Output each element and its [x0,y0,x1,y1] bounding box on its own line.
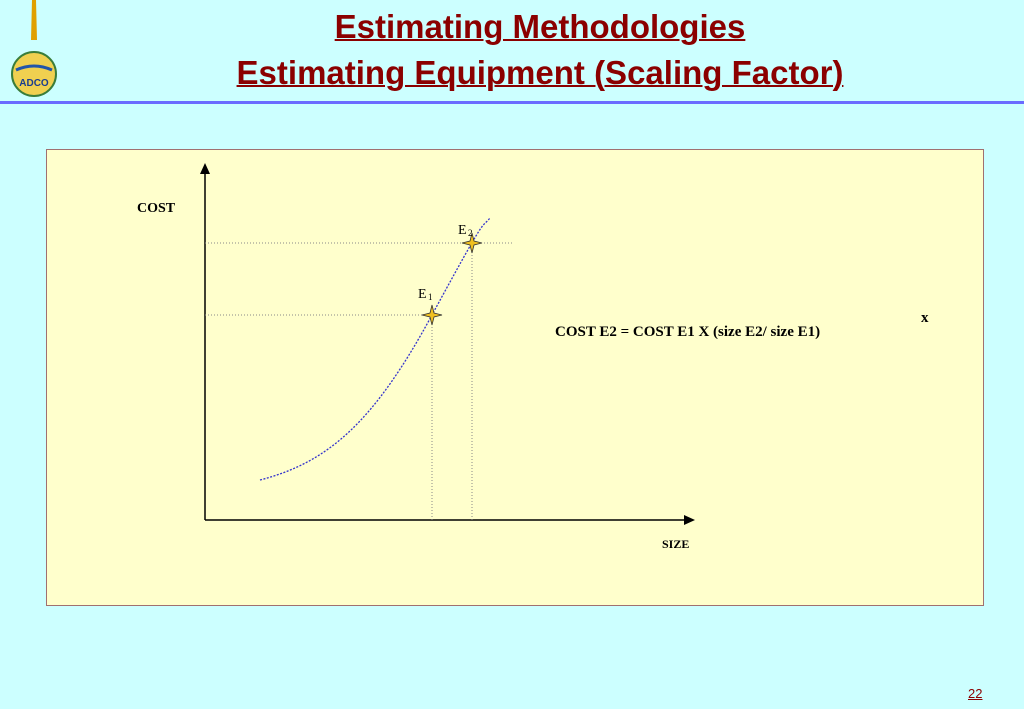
logo-text: ADCO [19,78,49,89]
y-axis-label: COST [137,201,176,216]
x-axis-arrow-icon [684,515,695,525]
slide-title-line2: Estimating Equipment (Scaling Factor) [236,54,844,91]
point2-subscript: 2 [468,228,473,238]
cost-curve [259,217,491,481]
point1-label: E [418,287,427,302]
logo-emblem [11,51,57,97]
x-axis-label: SIZE [662,537,689,551]
point1-subscript: 1 [428,292,433,302]
diagram-panel [46,149,984,606]
scaling-formula: COST E2 = COST E1 X (size E2/ size E1) [555,324,821,340]
e1-marker-icon [421,304,443,326]
slide-title-line1: Estimating Methodologies [334,8,746,45]
point2-label: E [458,223,467,238]
e2-marker-icon [461,232,483,254]
scaling-formula-exponent: x [921,310,929,326]
y-axis-arrow-icon [200,163,210,174]
title-divider [0,101,1024,104]
page-number: 22 [968,686,983,701]
logo-spire [31,0,37,40]
adco-logo: ADCO [11,0,57,97]
